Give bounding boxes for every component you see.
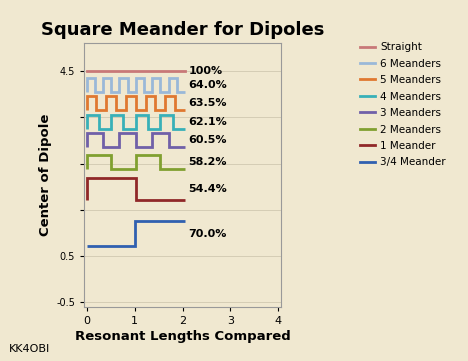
Text: 63.5%: 63.5% [188, 99, 227, 108]
Text: 70.0%: 70.0% [188, 229, 227, 239]
Text: 60.5%: 60.5% [188, 135, 227, 145]
Y-axis label: Center of Dipole: Center of Dipole [39, 114, 52, 236]
Text: 100%: 100% [188, 66, 222, 76]
Text: KK4OBI: KK4OBI [9, 344, 51, 354]
Text: 62.1%: 62.1% [188, 117, 227, 127]
Legend: Straight, 6 Meanders, 5 Meanders, 4 Meanders, 3 Meanders, 2 Meanders, 1 Meander,: Straight, 6 Meanders, 5 Meanders, 4 Mean… [356, 38, 450, 171]
Text: 58.2%: 58.2% [188, 157, 227, 167]
Text: 64.0%: 64.0% [188, 80, 227, 90]
Text: 54.4%: 54.4% [188, 184, 227, 194]
Title: Square Meander for Dipoles: Square Meander for Dipoles [41, 21, 324, 39]
X-axis label: Resonant Lengths Compared: Resonant Lengths Compared [74, 330, 291, 343]
